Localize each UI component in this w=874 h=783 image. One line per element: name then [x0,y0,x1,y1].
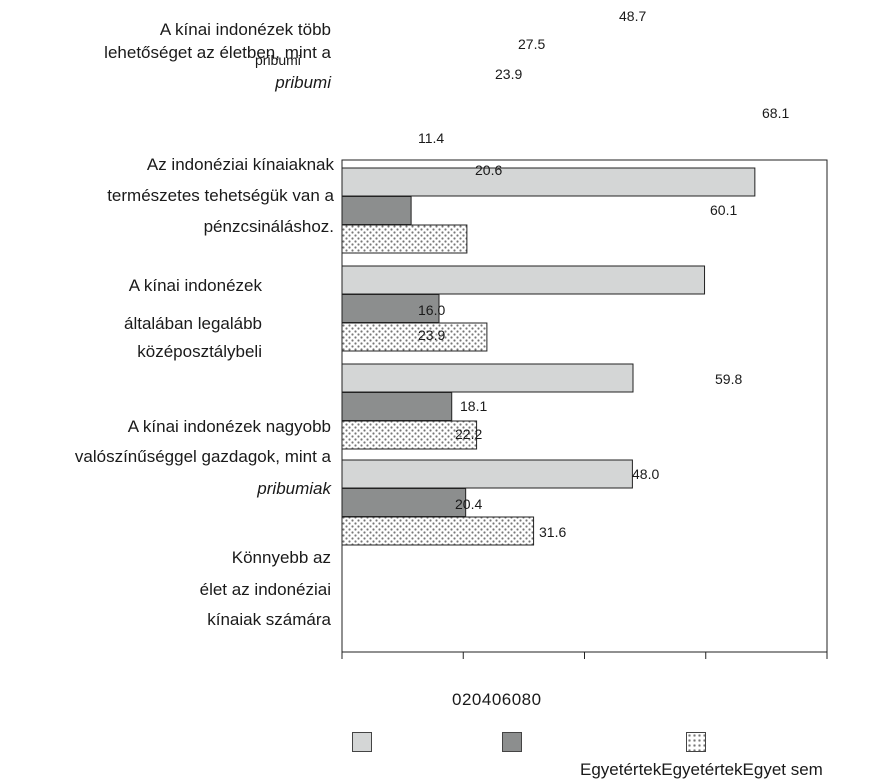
category-label-4-line-2: valószínűséggel gazdagok, mint a [74,447,331,466]
data-label-14: 20.4 [455,496,483,512]
bar-2-series-2 [341,196,412,225]
category-label-2-line-2: természetes tehetségük van a [107,186,334,205]
bar-2-series-1 [341,167,756,197]
data-label-9: 23.9 [418,327,446,343]
bar-4-series-1 [341,363,634,393]
category-label-3-line-1: A kínai indonézek [128,276,262,295]
bar-2-series-3 [341,224,468,254]
legend-swatch-series-2 [502,732,522,752]
data-label-1: 48.7 [619,8,647,24]
category-label-2-line-3: pénzcsináláshoz. [203,217,334,236]
data-label-13: 48.0 [632,466,660,482]
bar-3-series-1 [341,265,706,295]
data-label-11: 18.1 [460,398,488,414]
category-label-5-line-3: kínaiak számára [207,610,331,629]
legend-text: EgyetértekEgyetértekEgyet sem [580,760,823,779]
data-label-3: 23.9 [495,66,523,82]
bar-5-series-1 [341,459,633,489]
data-label-7: 60.1 [710,202,738,218]
category-label-5-line-2: élet az indonéziai [199,580,331,599]
bar-5-series-2 [341,488,467,517]
category-label-2-line-1: Az indonéziai kínaiaknak [146,155,334,174]
bar-4-series-3 [341,420,478,450]
data-label-2: 27.5 [518,36,546,52]
category-label-1-line-2: lehetőséget az életben, mint a [104,43,331,62]
data-label-10: 59.8 [715,371,743,387]
category-label-1-line-3: pribumi [275,73,331,92]
category-label-3-line-3: középosztálybeli [137,342,262,361]
data-label-8: 16.0 [418,302,446,318]
category-label-1-line-1: A kínai indonézek több [159,20,331,39]
bar-3-series-3 [341,322,488,352]
category-label-5-line-1: Könnyebb az [231,548,331,567]
bars [341,167,756,546]
data-label-15: 31.6 [539,524,567,540]
x-axis [341,652,828,659]
data-label-6: 20.6 [475,162,503,178]
legend-swatch-series-3 [686,732,706,752]
x-tick-labels: 020406080 [452,690,542,709]
category-label-4-line-3: pribumiak [257,479,331,498]
category-label-3-line-2: általában legalább [123,314,262,333]
data-label-12: 22.2 [455,426,483,442]
bar-4-series-2 [341,392,453,421]
legend-swatch-series-1 [352,732,372,752]
stray-label: pribumi [255,52,301,68]
data-label-4: 68.1 [762,105,790,121]
bar-5-series-3 [341,516,535,546]
data-label-5: 11.4 [418,130,445,146]
category-label-4-line-1: A kínai indonézek nagyobb [127,417,331,436]
